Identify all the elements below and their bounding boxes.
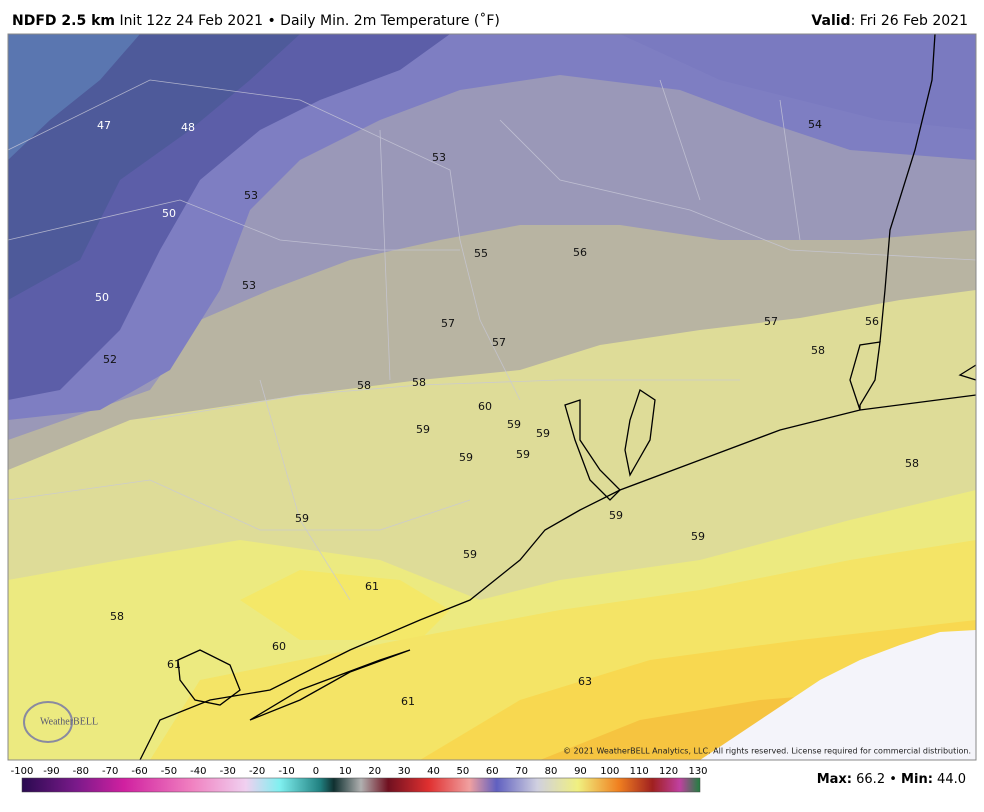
temperature-label: 54 xyxy=(808,118,822,131)
map-frame xyxy=(7,33,977,761)
colorbar-tick-label: 20 xyxy=(368,766,381,777)
colorbar-tick-label: 50 xyxy=(457,766,470,777)
temperature-label: 58 xyxy=(811,344,825,357)
logo-text: WeatherBELL xyxy=(40,716,98,727)
colorbar-tick-label: 70 xyxy=(515,766,528,777)
temperature-label: 59 xyxy=(416,423,430,436)
logo: WeatherBELL xyxy=(23,701,98,743)
label-layer: 47 48 53 54 53 50 55 56 53 50 57 57 57 56 58 52 58 58 60 59… xyxy=(95,118,919,708)
colorbar-tick-label: -20 xyxy=(249,766,265,777)
temperature-label: 61 xyxy=(401,695,415,708)
temperature-field xyxy=(8,34,976,760)
temperature-label: 58 xyxy=(110,610,124,623)
temperature-label: 53 xyxy=(244,189,258,202)
colorbar-tick-label: 30 xyxy=(398,766,411,777)
temperature-label: 58 xyxy=(412,376,426,389)
temperature-label: 56 xyxy=(573,246,587,259)
temperature-label: 63 xyxy=(578,675,592,688)
valid-label: Valid xyxy=(811,13,850,29)
colorbar xyxy=(21,777,701,793)
temperature-label: 59 xyxy=(516,448,530,461)
temperature-label: 59 xyxy=(507,418,521,431)
colorbar-tick-label: 120 xyxy=(659,766,678,777)
temperature-label: 52 xyxy=(103,353,117,366)
max-min: Max: 66.2 • Min: 44.0 xyxy=(817,772,966,787)
temperature-label: 59 xyxy=(459,451,473,464)
colorbar-tick-label: 100 xyxy=(600,766,619,777)
colorbar-tick-label: -80 xyxy=(73,766,89,777)
colorbar-tick-label: -90 xyxy=(43,766,59,777)
colorbar-tick-label: 0 xyxy=(313,766,319,777)
temperature-label: 61 xyxy=(167,658,181,671)
title-text: Init 12z 24 Feb 2021 • Daily Min. 2m Tem… xyxy=(119,12,499,29)
temperature-label: 56 xyxy=(865,315,879,328)
valid: Valid: Fri 26 Feb 2021 xyxy=(811,13,968,29)
colorbar-tick-label: 90 xyxy=(574,766,587,777)
temperature-label: 59 xyxy=(463,548,477,561)
temperature-label: 47 xyxy=(97,119,111,132)
colorbar-tick-label: -60 xyxy=(131,766,147,777)
temperature-label: 59 xyxy=(536,427,550,440)
colorbar-tick-label: 40 xyxy=(427,766,440,777)
temperature-label: 53 xyxy=(432,151,446,164)
temperature-label: 59 xyxy=(609,509,623,522)
colorbar-tick-label: -40 xyxy=(190,766,206,777)
colorbar-tick-label: -10 xyxy=(278,766,294,777)
separator: • xyxy=(889,772,897,787)
coastline xyxy=(139,33,977,761)
temperature-label: 60 xyxy=(272,640,286,653)
temperature-label: 58 xyxy=(357,379,371,392)
temperature-label: 57 xyxy=(492,336,506,349)
max-label: Max xyxy=(817,772,848,787)
min-label: Min xyxy=(901,772,928,787)
colorbar-tick-label: 10 xyxy=(339,766,352,777)
colon: : xyxy=(847,772,852,787)
colorbar-ticks: -100 -90 -80 -70 -60 -50 -40 -30 -20 -10 0 10 20 30 40… xyxy=(11,766,708,777)
temperature-label: 50 xyxy=(95,291,109,304)
colorbar-tick-label: 80 xyxy=(545,766,558,777)
temperature-label: 57 xyxy=(441,317,455,330)
colorbar-tick-label: 110 xyxy=(630,766,649,777)
title: NDFD 2.5 km Init 12z 24 Feb 2021 • Daily… xyxy=(12,12,500,29)
title-bold: NDFD 2.5 km xyxy=(12,13,115,29)
temperature-label: 60 xyxy=(478,400,492,413)
colon: : xyxy=(928,772,933,787)
min-value: 44.0 xyxy=(937,772,966,787)
temperature-label: 53 xyxy=(242,279,256,292)
max-value: 66.2 xyxy=(856,772,885,787)
colorbar-tick-label: -50 xyxy=(161,766,177,777)
colorbar-tick-label: 130 xyxy=(688,766,707,777)
colorbar-tick-label: -30 xyxy=(220,766,236,777)
temperature-label: 50 xyxy=(162,207,176,220)
temperature-label: 57 xyxy=(764,315,778,328)
temperature-label: 59 xyxy=(691,530,705,543)
colorbar-tick-label: -70 xyxy=(102,766,118,777)
temperature-label: 48 xyxy=(181,121,195,134)
temperature-label: 61 xyxy=(365,580,379,593)
colorbar-tick-label: 60 xyxy=(486,766,499,777)
colorbar-tick-label: -100 xyxy=(11,766,34,777)
temperature-label: 59 xyxy=(295,512,309,525)
valid-date: : Fri 26 Feb 2021 xyxy=(851,13,968,29)
county-lines xyxy=(7,79,977,601)
temperature-label: 55 xyxy=(474,247,488,260)
copyright: © 2021 WeatherBELL Analytics, LLC. All r… xyxy=(563,747,971,756)
temperature-label: 58 xyxy=(905,457,919,470)
